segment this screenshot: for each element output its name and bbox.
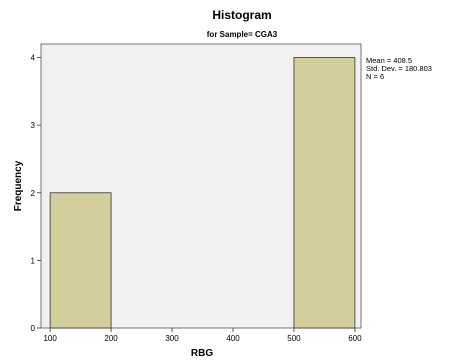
y-tick-label-0: 0 <box>31 324 36 333</box>
x-tick-label-300: 300 <box>165 334 179 343</box>
y-tick-label-3: 3 <box>31 121 36 130</box>
chart-subtitle: for Sample= CGA3 <box>207 30 278 39</box>
x-axis-ticks: 100 200 300 400 500 600 <box>43 328 362 343</box>
histogram-bar-500-600 <box>293 57 356 329</box>
y-axis-ticks: 0 1 2 3 4 <box>31 54 41 333</box>
y-tick-label-4: 4 <box>31 54 36 63</box>
stat-mean: Mean = 408.5 <box>366 56 412 65</box>
y-tick-label-1: 1 <box>31 256 36 265</box>
x-tick-label-100: 100 <box>43 334 57 343</box>
x-axis-label: RBG <box>191 348 213 359</box>
stat-std-dev: Std. Dev. = 180.803 <box>366 64 432 73</box>
bars-group <box>49 57 356 329</box>
x-tick-label-500: 500 <box>287 334 301 343</box>
stats-box: Mean = 408.5 Std. Dev. = 180.803 N = 6 <box>366 56 432 81</box>
y-tick-label-2: 2 <box>31 189 36 198</box>
chart-title: Histogram <box>212 8 271 22</box>
histogram-bar-100-200 <box>49 192 112 329</box>
stat-n: N = 6 <box>366 72 384 81</box>
x-tick-label-200: 200 <box>104 334 118 343</box>
x-tick-label-600: 600 <box>348 334 362 343</box>
x-tick-label-400: 400 <box>226 334 240 343</box>
y-axis-label: Frequency <box>13 160 24 211</box>
